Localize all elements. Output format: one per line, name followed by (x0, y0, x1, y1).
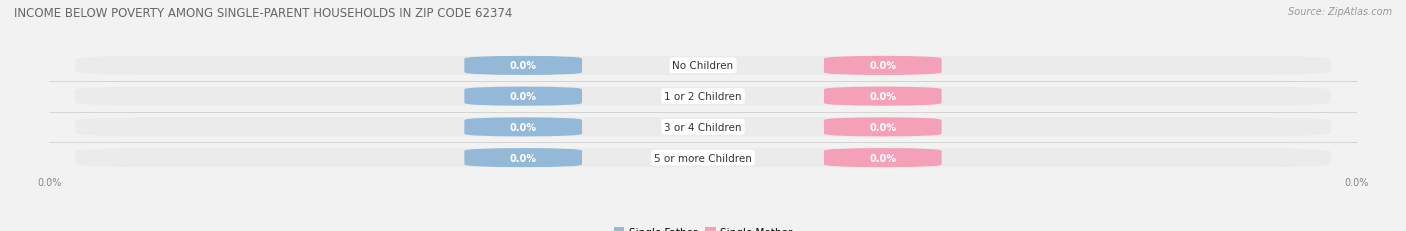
FancyBboxPatch shape (464, 149, 582, 167)
FancyBboxPatch shape (464, 118, 582, 137)
Text: 0.0%: 0.0% (869, 122, 896, 132)
Text: 0.0%: 0.0% (510, 122, 537, 132)
FancyBboxPatch shape (824, 87, 942, 106)
FancyBboxPatch shape (824, 118, 942, 137)
Text: 3 or 4 Children: 3 or 4 Children (664, 122, 742, 132)
FancyBboxPatch shape (76, 118, 1330, 137)
Text: 0.0%: 0.0% (510, 92, 537, 102)
FancyBboxPatch shape (464, 57, 582, 76)
Text: 0.0%: 0.0% (869, 61, 896, 71)
Text: 0.0%: 0.0% (510, 153, 537, 163)
Text: 0.0%: 0.0% (869, 92, 896, 102)
Text: 1 or 2 Children: 1 or 2 Children (664, 92, 742, 102)
Text: INCOME BELOW POVERTY AMONG SINGLE-PARENT HOUSEHOLDS IN ZIP CODE 62374: INCOME BELOW POVERTY AMONG SINGLE-PARENT… (14, 7, 512, 20)
Text: 0.0%: 0.0% (510, 61, 537, 71)
FancyBboxPatch shape (76, 57, 1330, 76)
FancyBboxPatch shape (76, 149, 1330, 167)
FancyBboxPatch shape (76, 87, 1330, 106)
FancyBboxPatch shape (824, 57, 942, 76)
FancyBboxPatch shape (824, 149, 942, 167)
Text: Source: ZipAtlas.com: Source: ZipAtlas.com (1288, 7, 1392, 17)
FancyBboxPatch shape (464, 87, 582, 106)
Legend: Single Father, Single Mother: Single Father, Single Mother (610, 223, 796, 231)
Text: No Children: No Children (672, 61, 734, 71)
Text: 5 or more Children: 5 or more Children (654, 153, 752, 163)
Text: 0.0%: 0.0% (869, 153, 896, 163)
